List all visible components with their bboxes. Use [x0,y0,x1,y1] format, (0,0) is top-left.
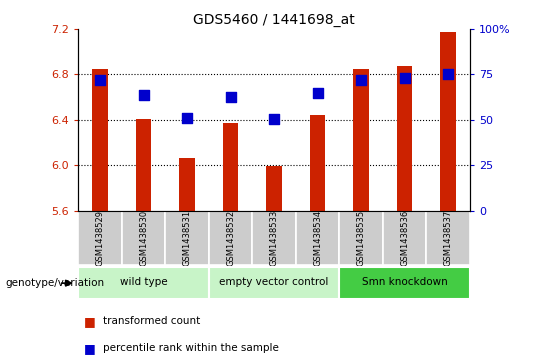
Point [139,92,148,98]
Title: GDS5460 / 1441698_at: GDS5460 / 1441698_at [193,13,355,26]
Text: ■: ■ [84,315,96,328]
Bar [209,267,339,299]
Text: Smn knockdown: Smn knockdown [362,277,448,287]
Bar [354,69,369,211]
Bar [296,211,339,265]
Text: percentile rank within the sample: percentile rank within the sample [103,343,279,354]
Bar [179,158,194,211]
Point [226,94,235,100]
Text: GSM1438530: GSM1438530 [139,210,148,266]
Bar [252,211,296,265]
Bar [92,69,107,211]
Point [313,90,322,95]
Text: GSM1438533: GSM1438533 [269,210,279,266]
Bar [339,211,383,265]
Bar [426,211,470,265]
Text: ■: ■ [84,342,96,355]
Text: wild type: wild type [120,277,167,287]
Bar [78,211,122,265]
Text: transformed count: transformed count [103,316,200,326]
Text: empty vector control: empty vector control [219,277,329,287]
Point [270,116,279,122]
Text: GSM1438536: GSM1438536 [400,210,409,266]
Bar [165,211,209,265]
Bar [223,123,238,211]
Point [400,75,409,81]
Bar [209,211,252,265]
Text: GSM1438529: GSM1438529 [96,210,105,266]
Bar [441,32,456,211]
Bar [397,66,412,211]
Bar [122,211,165,265]
Point [183,115,191,121]
Text: GSM1438532: GSM1438532 [226,210,235,266]
Text: GSM1438535: GSM1438535 [356,210,366,266]
Point [444,72,453,77]
Text: genotype/variation: genotype/variation [5,278,105,288]
Bar [136,119,151,211]
Bar [383,211,426,265]
Text: GSM1438537: GSM1438537 [443,210,453,266]
Bar [78,267,209,299]
Bar [310,115,325,211]
Bar [339,267,470,299]
Text: GSM1438531: GSM1438531 [183,210,192,266]
Point [96,77,104,83]
Bar [266,166,282,211]
Text: GSM1438534: GSM1438534 [313,210,322,266]
Point [357,77,366,83]
